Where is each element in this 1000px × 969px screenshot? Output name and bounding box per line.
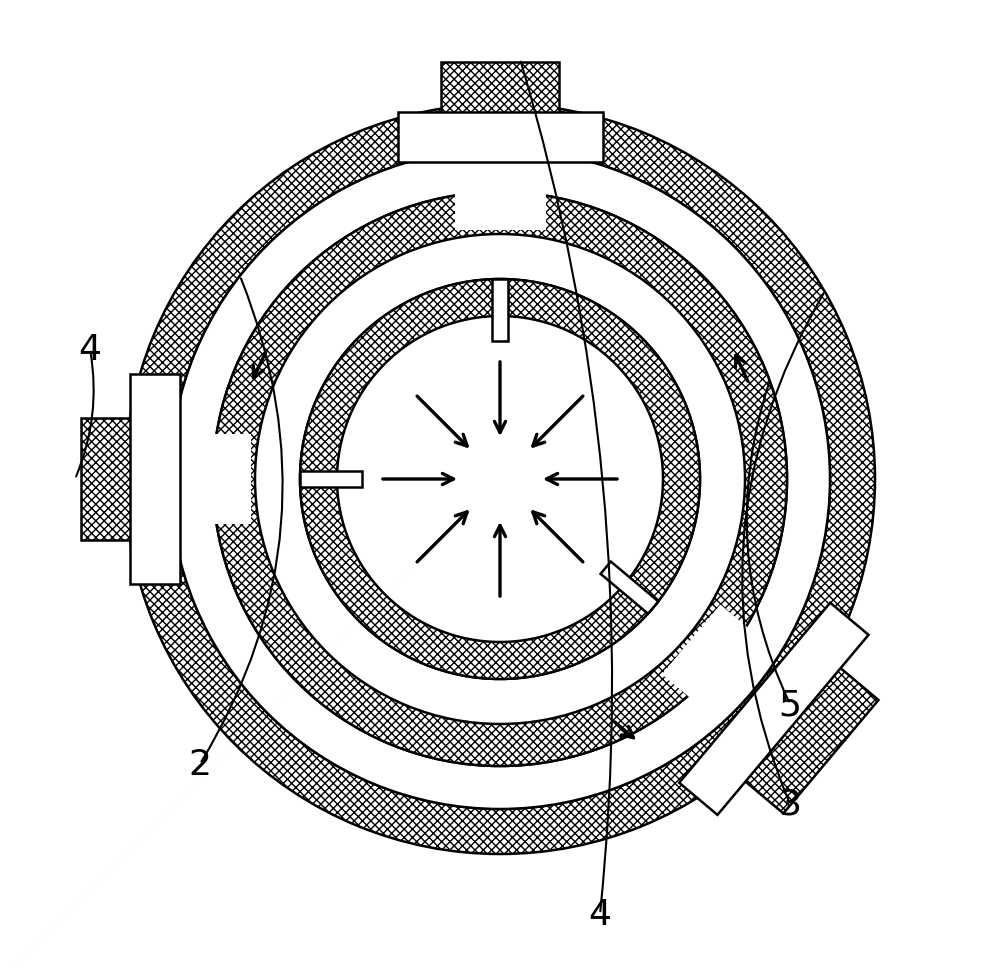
Bar xyxy=(398,112,602,163)
Bar xyxy=(601,562,658,614)
Bar xyxy=(441,63,559,135)
Wedge shape xyxy=(170,150,830,809)
FancyArrowPatch shape xyxy=(76,353,94,477)
Text: 4: 4 xyxy=(588,897,612,931)
Text: 4: 4 xyxy=(79,332,102,366)
FancyArrowPatch shape xyxy=(521,63,612,911)
Bar xyxy=(728,654,878,814)
Circle shape xyxy=(300,280,700,679)
Wedge shape xyxy=(213,193,787,766)
Bar xyxy=(81,418,153,541)
Bar xyxy=(454,154,546,231)
Wedge shape xyxy=(125,105,875,854)
Wedge shape xyxy=(300,280,700,679)
Bar xyxy=(300,472,362,487)
FancyArrowPatch shape xyxy=(747,384,789,702)
FancyArrowPatch shape xyxy=(201,279,283,762)
FancyArrowPatch shape xyxy=(742,295,823,801)
Bar xyxy=(679,603,869,815)
Bar xyxy=(662,605,779,723)
Bar xyxy=(728,654,878,814)
Text: 2: 2 xyxy=(189,747,212,781)
Bar xyxy=(81,418,153,541)
Bar xyxy=(130,375,180,584)
Bar xyxy=(492,280,508,342)
Bar xyxy=(175,434,251,525)
Text: 3: 3 xyxy=(778,787,802,821)
Bar xyxy=(441,63,559,135)
Text: 5: 5 xyxy=(778,687,802,721)
